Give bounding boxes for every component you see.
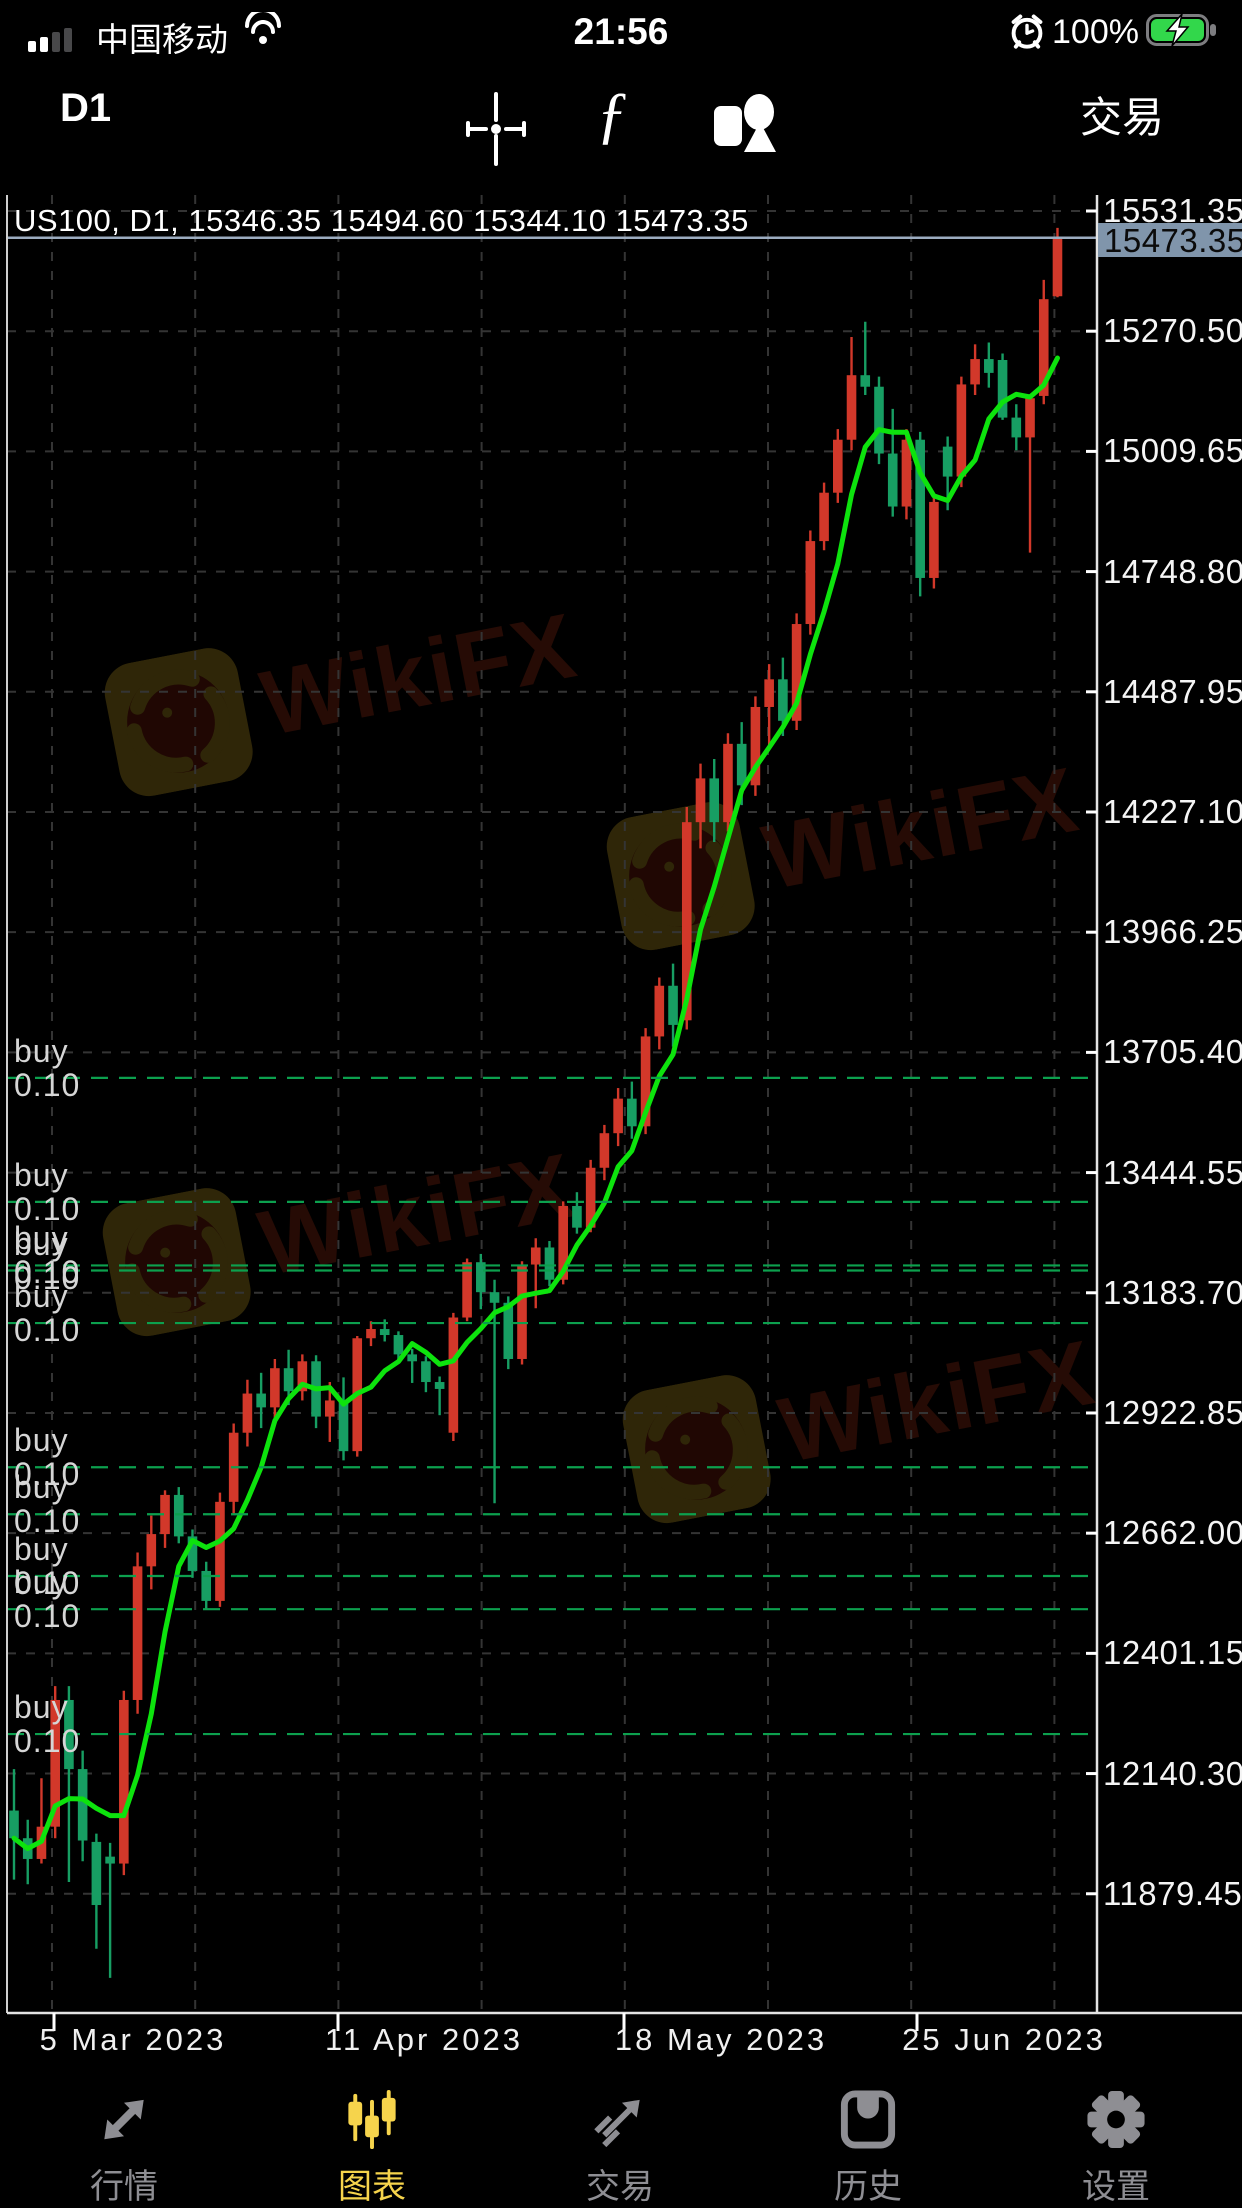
price-axis-label: 13183.70 (1103, 1273, 1242, 1311)
price-axis-label: 13966.25 (1103, 913, 1242, 951)
price-axis-label: 12401.15 (1103, 1634, 1242, 1672)
chart-objects-icon[interactable] (712, 90, 782, 158)
battery-charging-icon (1146, 14, 1216, 46)
buy-position-label: buy 0.10 (14, 1564, 81, 1635)
tab-trade-label: 交易 (586, 2168, 654, 2206)
timeframe-button[interactable]: D1 (60, 86, 112, 130)
history-box-icon (840, 2090, 896, 2149)
price-axis-label: 11879.45 (1103, 1874, 1242, 1912)
trade-arrow-icon (594, 2099, 640, 2148)
tab-settings-label: 设置 (1082, 2168, 1150, 2206)
bottom-tab-bar: 行情 图表 交易 (0, 2088, 1242, 2208)
buy-position-label: buy 0.10 (14, 1156, 81, 1227)
tab-trade[interactable]: 交易 (496, 2088, 744, 2208)
tab-quotes-label: 行情 (90, 2168, 158, 2206)
buy-position-label: buy 0.10 (14, 1220, 81, 1291)
quotes-arrows-icon (104, 2099, 144, 2140)
tab-charts-label: 图表 (338, 2168, 406, 2206)
candlestick-series (9, 227, 1063, 1978)
candlestick-canvas (6, 195, 1242, 2031)
buy-position-label: buy 0.10 (14, 1422, 81, 1493)
ma-line (11, 355, 1060, 1852)
tab-quotes[interactable]: 行情 (0, 2088, 248, 2208)
tab-history-label: 历史 (834, 2168, 902, 2206)
wikifx-watermark: WikiFX (599, 733, 1090, 956)
price-axis-label: 13705.40 (1103, 1033, 1242, 1071)
tab-charts[interactable]: 图表 (248, 2088, 496, 2208)
carrier-label: 中国移动 (96, 21, 228, 58)
buy-position-label: buy 0.10 (14, 1225, 81, 1296)
status-time: 21:56 (573, 11, 669, 52)
date-axis-label: 11 Apr 2023 (325, 2022, 523, 2057)
price-axis-label: 15009.65 (1103, 432, 1242, 470)
price-axis-label: 14487.95 (1103, 672, 1242, 710)
wikifx-logo-icon (104, 648, 253, 797)
wikifx-logo-icon (606, 802, 755, 951)
wikifx-watermark: WikiFX (95, 1119, 586, 1342)
tab-history[interactable]: 历史 (744, 2088, 992, 2208)
price-axis-label: 12922.85 (1103, 1393, 1242, 1431)
buy-position-label: buy 0.10 (14, 1531, 81, 1602)
current-price-tag: 15473.35 (1098, 223, 1242, 258)
signal-bars-icon (28, 28, 72, 52)
buy-position-label: buy 0.10 (14, 1278, 81, 1349)
tab-settings[interactable]: 设置 (992, 2088, 1240, 2208)
buy-position-label: buy 0.10 (14, 1032, 81, 1103)
wifi-icon (245, 12, 281, 44)
price-axis-label: 14748.80 (1103, 552, 1242, 590)
date-axis-label: 25 Jun 2023 (902, 2022, 1106, 2057)
buy-position-label: buy 0.10 (14, 1689, 81, 1760)
price-axis-label: 13444.55 (1103, 1153, 1242, 1191)
price-chart[interactable]: WikiFX WikiFX WikiFX WikiFX buy 0.10 buy 0.1… (0, 0, 1242, 2070)
price-axis-label: 15270.50 (1103, 312, 1242, 350)
gear-icon (1087, 2090, 1145, 2149)
indicator-function-icon[interactable]: ƒ (596, 79, 628, 150)
battery-percent: 100% (1052, 13, 1139, 51)
crosshair-icon[interactable] (462, 90, 530, 168)
date-axis-label: 5 Mar 2023 (39, 2022, 227, 2057)
wikifx-watermark: WikiFX (97, 579, 588, 802)
price-axis-label: 15531.35 (1103, 192, 1242, 229)
candlestick-chart-icon (348, 2089, 396, 2150)
trade-button[interactable]: 交易 (1080, 94, 1165, 141)
status-bar: 中国移动 21:56 100% (0, 0, 1242, 62)
price-axis-label: 14227.10 (1103, 792, 1242, 830)
price-axis-label: 12662.00 (1103, 1514, 1242, 1552)
date-axis-label: 18 May 2023 (614, 2022, 828, 2057)
chart-toolbar: D1 ƒ 交易 (0, 64, 1242, 194)
chart-ohlc-header: US100, D1, 15346.35 15494.60 15344.10 15… (14, 203, 749, 238)
wikifx-logo-icon (102, 1188, 251, 1337)
price-axis-label: 12140.30 (1103, 1754, 1242, 1792)
buy-position-label: buy 0.10 (14, 1469, 81, 1540)
alarm-clock-icon (1011, 14, 1043, 49)
